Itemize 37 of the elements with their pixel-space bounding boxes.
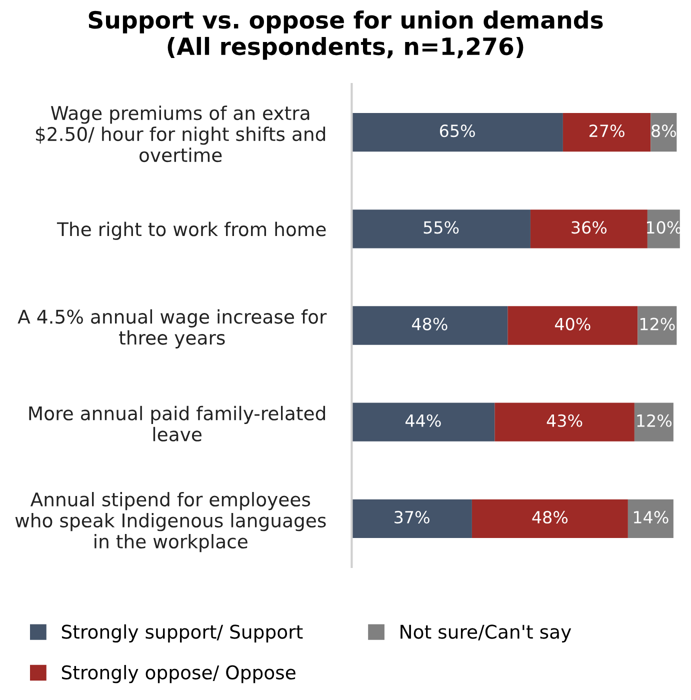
- data-label: 12%: [637, 414, 672, 427]
- y-tick-label: Annual stipend for employees who speak Indigenous languages in the workplace: [15, 492, 326, 552]
- data-label: 12%: [640, 318, 675, 330]
- bar: [628, 499, 674, 538]
- data-label: 40%: [554, 318, 590, 330]
- chart-title: Support vs. oppose for union demands (All respondents, n=1,276): [88, 10, 603, 60]
- data-label: 8%: [652, 124, 676, 138]
- y-tick-label: Wage premiums of an extra $2.50/ hour for night shifts and overtime: [36, 106, 326, 162]
- bar: [530, 210, 648, 248]
- bar: [472, 499, 628, 538]
- data-label: 48%: [412, 318, 448, 330]
- y-tick-label: The right to work from home: [56, 222, 326, 240]
- y-tick-label: More annual paid family-related leave: [29, 406, 326, 442]
- data-label: 27%: [590, 124, 624, 138]
- bar: [638, 306, 677, 345]
- bar: [352, 210, 530, 248]
- bar: [352, 112, 563, 152]
- bar: [562, 112, 651, 152]
- data-label: 65%: [440, 124, 475, 138]
- bar: [352, 402, 495, 442]
- bar: [352, 306, 508, 345]
- data-label: 48%: [532, 510, 568, 524]
- data-label: 14%: [634, 510, 668, 524]
- bar: [352, 499, 472, 538]
- data-label: 37%: [394, 510, 430, 524]
- legend-label: Strongly support/ Support: [62, 624, 303, 642]
- y-tick-label: A 4.5% annual wage increase for three years: [18, 309, 327, 348]
- bar: [494, 402, 634, 442]
- data-label: 43%: [546, 414, 582, 427]
- bar: [634, 402, 674, 442]
- data-label: 36%: [572, 221, 607, 234]
- legend-label: Strongly oppose/ Oppose: [62, 664, 296, 684]
- data-label: 10%: [647, 221, 682, 234]
- bar: [508, 306, 638, 345]
- data-label: 55%: [424, 221, 459, 234]
- legend-label: Not sure/Can't say: [400, 624, 572, 642]
- data-label: 44%: [406, 414, 441, 427]
